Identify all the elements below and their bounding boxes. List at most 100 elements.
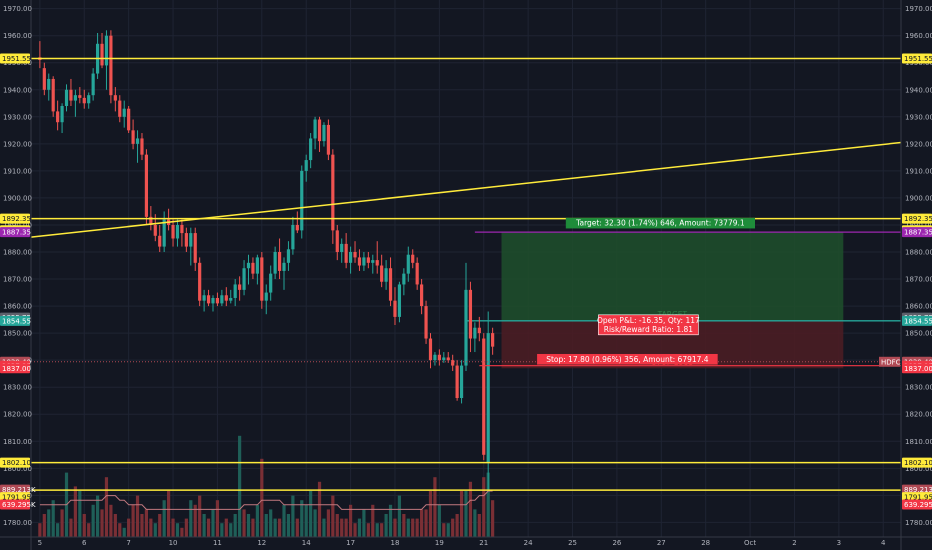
left-price-tag-bg bbox=[0, 499, 30, 510]
volume-bar bbox=[309, 491, 313, 537]
right-price-tick-label: 1910.00 bbox=[905, 167, 932, 175]
right-price-tick-label: 1860.00 bbox=[905, 303, 932, 311]
right-price-tag-bg bbox=[902, 227, 932, 238]
candle-body bbox=[340, 243, 344, 253]
volume-bar bbox=[393, 518, 397, 537]
candle-body bbox=[277, 252, 282, 271]
candle-body bbox=[73, 95, 77, 101]
right-price-tick-label: 1780.00 bbox=[905, 519, 932, 527]
long-position-tool[interactable]: TARGETSTOP LOSS bbox=[466, 232, 901, 369]
candle-body bbox=[122, 108, 126, 117]
candle-body bbox=[393, 300, 397, 317]
time-tick-label: 10 bbox=[169, 539, 178, 547]
left-price-tag: 639.295K bbox=[2, 501, 36, 509]
right-price-tag-bg bbox=[902, 53, 932, 64]
volume-bar bbox=[326, 509, 330, 537]
left-price-tick-label: 1780.00 bbox=[3, 519, 32, 527]
volume-bar bbox=[118, 523, 122, 537]
pnl-box bbox=[598, 314, 699, 336]
candle-body bbox=[402, 273, 406, 285]
right-price-tick-label: 1870.00 bbox=[905, 276, 932, 284]
candle-body bbox=[344, 243, 348, 263]
volume-bar bbox=[415, 518, 419, 537]
left-price-tag: 1854.55 bbox=[2, 317, 31, 325]
volume-bar bbox=[82, 514, 86, 537]
left-price-tick-label: 1900.00 bbox=[3, 194, 32, 202]
left-price-tick-label: 1800.00 bbox=[3, 465, 32, 473]
volume-bar bbox=[459, 491, 464, 537]
candle-body bbox=[291, 224, 295, 250]
volume-bar bbox=[198, 495, 202, 537]
candle-body bbox=[269, 273, 273, 293]
candle-body bbox=[459, 365, 464, 399]
right-price-tag: 1837.00 bbox=[904, 365, 932, 373]
candle-body bbox=[171, 224, 175, 239]
volume-bar bbox=[233, 514, 237, 537]
candle-body bbox=[264, 292, 268, 301]
candle-body bbox=[486, 333, 490, 463]
volume-bar bbox=[277, 518, 282, 537]
volume-bar bbox=[486, 472, 490, 537]
candle-body bbox=[331, 154, 335, 231]
volume-bar bbox=[473, 509, 477, 537]
volume-bar bbox=[384, 514, 388, 537]
candle-body bbox=[371, 260, 375, 263]
target-label: Target: 32.30 (1.74%) 646, Amount: 73779… bbox=[575, 219, 745, 228]
volume-bar bbox=[149, 518, 153, 537]
volume-bar bbox=[140, 514, 144, 537]
candle-body bbox=[433, 354, 437, 361]
candle-body bbox=[42, 68, 46, 90]
volume-bar bbox=[357, 518, 362, 537]
candle-body bbox=[144, 154, 149, 217]
left-price-tick-label: 1850.00 bbox=[3, 330, 32, 338]
left-price-tag: 1892.35 bbox=[2, 215, 31, 223]
right-price-tick-label: 1970.00 bbox=[905, 5, 932, 13]
candle-body bbox=[411, 254, 415, 263]
candle-body bbox=[437, 354, 441, 361]
volume-bar bbox=[335, 514, 339, 537]
volume-bar bbox=[47, 509, 51, 537]
volume-bar bbox=[406, 518, 410, 537]
candle-body bbox=[51, 78, 55, 112]
volume-bar bbox=[175, 523, 180, 537]
left-price-tick-label: 1960.00 bbox=[3, 32, 32, 40]
position-labels: Target: 32.30 (1.74%) 646, Amount: 73779… bbox=[537, 217, 756, 365]
volume-bar bbox=[211, 509, 215, 537]
volume-bar bbox=[246, 514, 251, 537]
pnl-label: Open P&L: -16.35, Qty: 117 bbox=[597, 316, 700, 325]
candle-body bbox=[149, 216, 153, 225]
candle-body bbox=[286, 249, 291, 263]
left-price-tag-bg bbox=[0, 315, 30, 326]
volume-bar bbox=[193, 504, 197, 537]
candle-body bbox=[451, 360, 455, 366]
candle-body bbox=[313, 119, 317, 139]
right-price-tag: 639.295K bbox=[904, 501, 932, 509]
candle-body bbox=[233, 284, 237, 298]
volume-bar bbox=[420, 509, 424, 537]
candle-body bbox=[491, 333, 495, 347]
risk-reward-label: Risk/Reward Ratio: 1.81 bbox=[604, 325, 693, 334]
volume-bar bbox=[202, 514, 206, 537]
left-price-tick-label: 1970.00 bbox=[3, 5, 32, 13]
volume-bar bbox=[446, 523, 450, 537]
left-price-tick-label: 1910.00 bbox=[3, 167, 32, 175]
time-tick-label: 12 bbox=[257, 539, 266, 547]
left-price-tag-bg bbox=[0, 227, 30, 238]
volume-bar bbox=[135, 495, 140, 537]
target-label-box bbox=[565, 217, 756, 229]
drawn-lines[interactable] bbox=[30, 57, 902, 491]
left-price-tag-bg bbox=[0, 457, 30, 468]
left-price-tag: 1802.10 bbox=[2, 459, 31, 467]
volume-bar bbox=[144, 509, 149, 537]
volume-bar bbox=[455, 514, 459, 537]
left-price-tag: 1791.95 bbox=[2, 494, 31, 502]
candle-body bbox=[420, 284, 424, 307]
left-price-tag: 1837.00 bbox=[2, 365, 31, 373]
left-price-tick-label: 1940.00 bbox=[3, 86, 32, 94]
volume-bar bbox=[388, 504, 393, 537]
candle-body bbox=[158, 235, 162, 247]
left-price-tag: 889.213K bbox=[2, 486, 36, 494]
candle-body bbox=[317, 119, 322, 142]
candlestick-series bbox=[38, 30, 495, 490]
